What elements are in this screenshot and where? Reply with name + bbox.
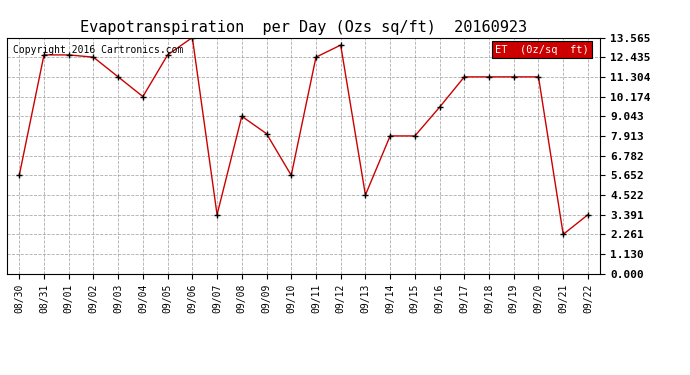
Title: Evapotranspiration  per Day (Ozs sq/ft)  20160923: Evapotranspiration per Day (Ozs sq/ft) 2…: [80, 20, 527, 35]
Text: Copyright 2016 Cartronics.com: Copyright 2016 Cartronics.com: [13, 45, 184, 55]
Text: ET  (0z/sq  ft): ET (0z/sq ft): [495, 45, 589, 55]
